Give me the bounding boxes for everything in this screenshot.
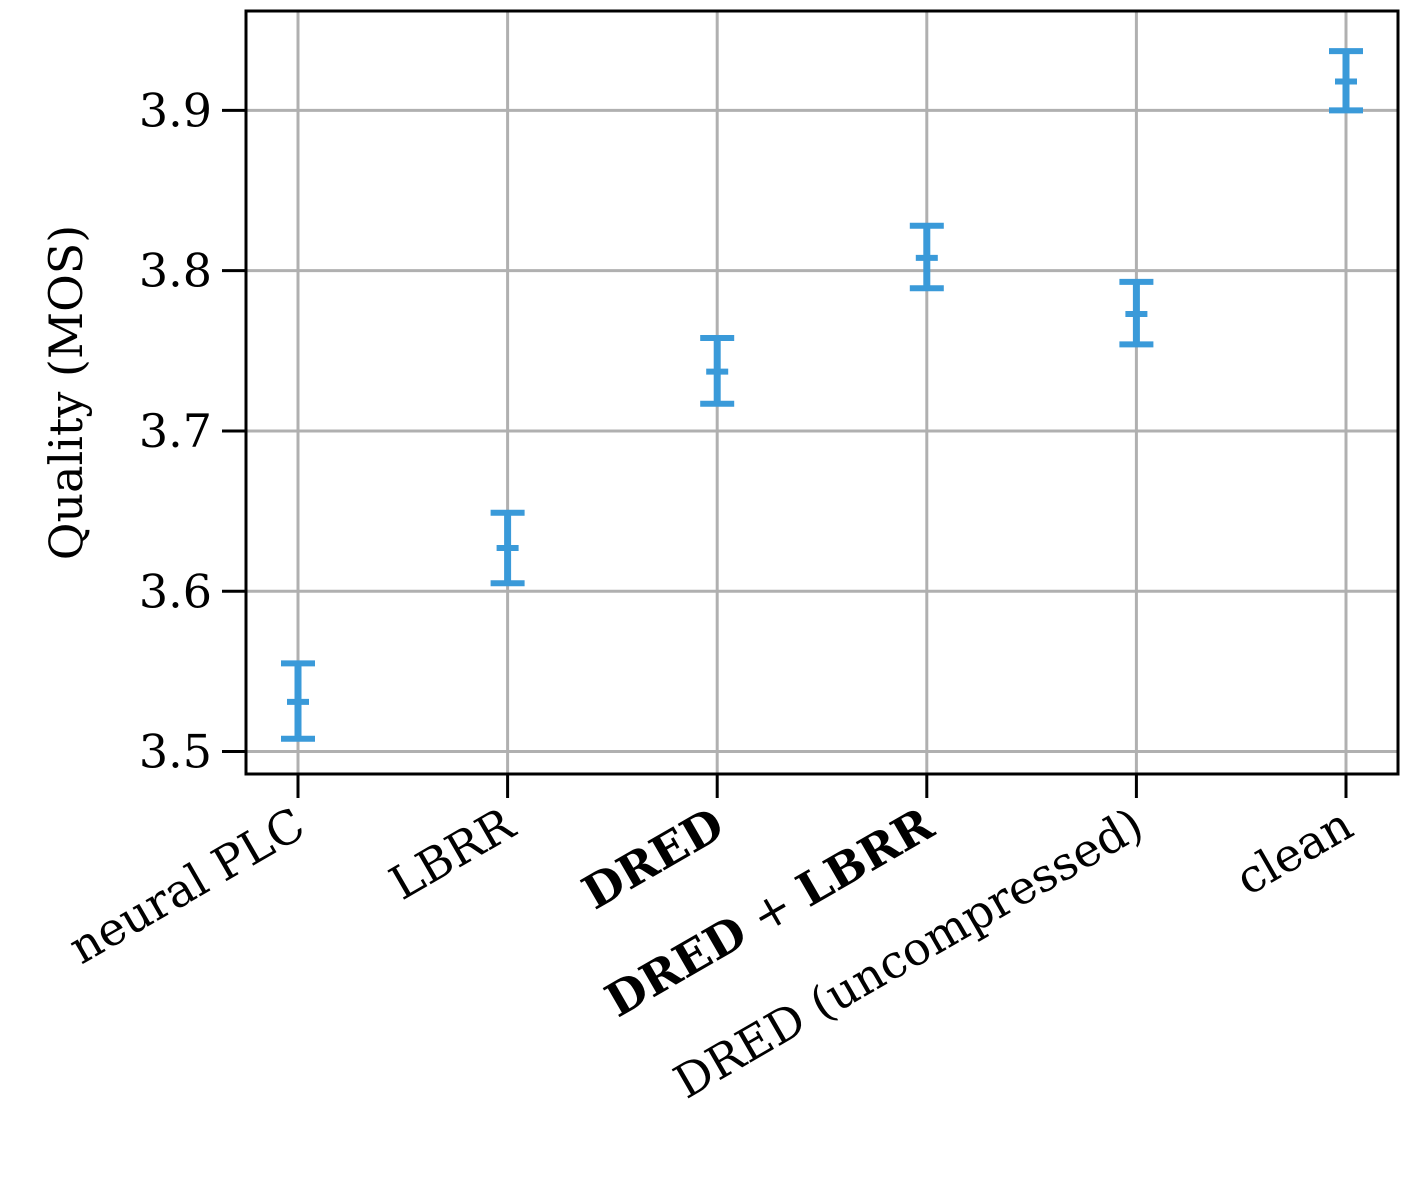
x-tick-label-0: neural PLC [60,797,314,975]
y-tick-label: 3.9 [139,83,212,137]
error-bar-5 [1329,48,1363,114]
error-bar-0 [281,660,315,742]
error-bar-3 [909,222,944,292]
error-bar-2 [700,335,735,407]
x-tick-label-part: LBRR [380,796,524,910]
y-axis-label: Quality (MOS) [39,225,93,561]
x-tick-label-part: clean [1226,797,1361,906]
y-tick-label: 3.7 [139,404,212,458]
error-bar-1 [490,509,525,587]
x-tick-label-part: DRED [596,905,756,1028]
x-tick-label-part: DRED [573,797,733,920]
x-tick-label-part: neural PLC [60,797,314,975]
x-tick-label-2: DRED [573,797,733,920]
error-bar-4 [1119,278,1154,348]
error-bars [281,48,1363,742]
x-tick-label-5: clean [1226,797,1361,906]
x-tick-label-1: LBRR [380,796,524,910]
y-tick-label: 3.6 [139,564,212,618]
y-tick-label: 3.8 [139,244,212,298]
grid-lines [246,11,1398,774]
y-tick-label: 3.5 [139,725,212,779]
plot-frame [244,9,1400,776]
x-tick-label-part: LBRR [787,796,943,917]
